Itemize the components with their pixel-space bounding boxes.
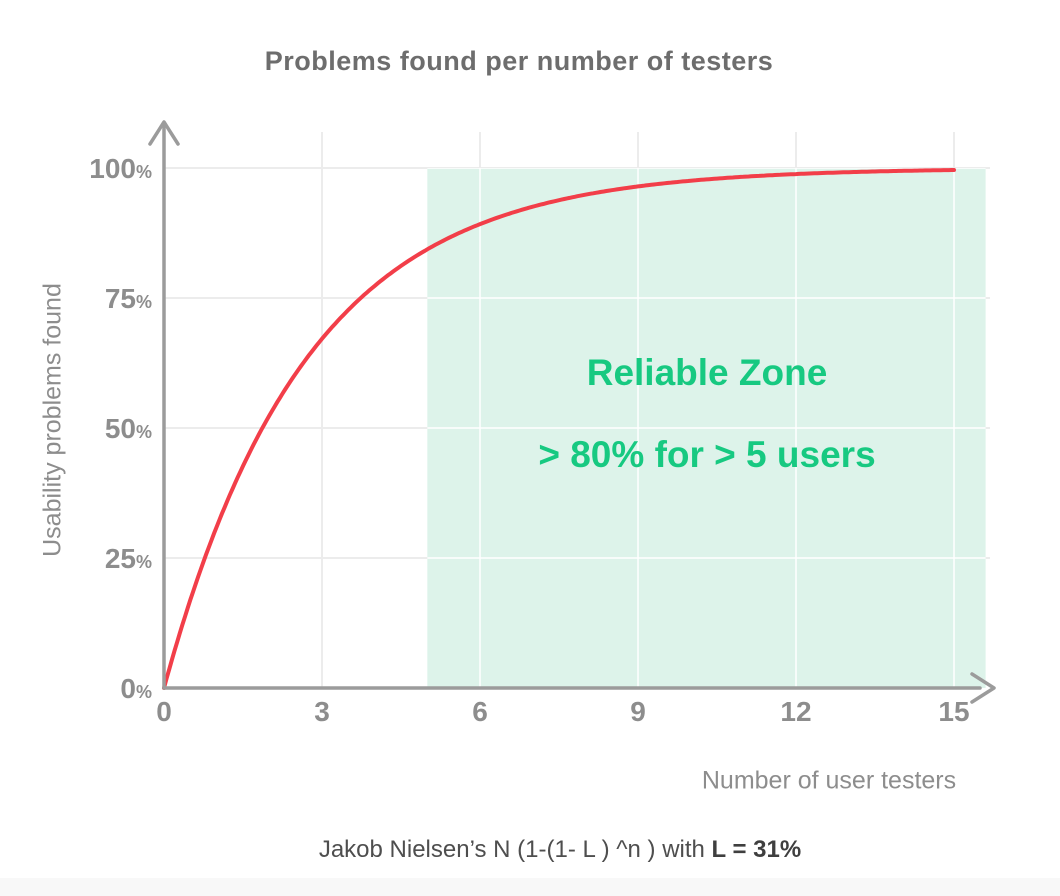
y-tick-label: 100%: [89, 153, 152, 184]
x-tick-label: 15: [938, 696, 969, 727]
x-tick-label: 12: [780, 696, 811, 727]
x-axis-arrow: [970, 672, 996, 704]
formula-caption-text: Jakob Nielsen’s N (1-(1- L ) ^n ) with: [318, 836, 712, 863]
formula-caption-bold: L = 31%: [711, 836, 802, 863]
y-tick-label: 75%: [105, 283, 152, 314]
y-tick-label: 0%: [120, 673, 152, 704]
y-axis-label: Usability problems found: [38, 283, 67, 557]
chart-title: Problems found per number of testers: [264, 46, 774, 76]
x-tick-label: 9: [630, 696, 646, 727]
y-tick-label: 50%: [105, 413, 152, 444]
x-axis-label: Number of user testers: [701, 766, 957, 795]
x-tick-label: 0: [156, 696, 172, 727]
x-tick-label: 3: [314, 696, 330, 727]
reliable-zone-subtitle: > 80% for > 5 users: [538, 434, 876, 475]
chart-canvas: 0 3 6 9 12 15 0% 25% 50% 75% 100%: [89, 120, 996, 727]
y-tick-label: 25%: [105, 543, 152, 574]
footer-strip: [0, 878, 1060, 896]
formula-caption: Jakob Nielsen’s N (1-(1- L ) ^n ) with L…: [319, 836, 801, 864]
y-axis-arrow: [148, 120, 180, 146]
reliable-zone-title: Reliable Zone: [586, 352, 828, 393]
x-tick-label: 6: [472, 696, 488, 727]
problems-found-curve: [162, 168, 956, 690]
